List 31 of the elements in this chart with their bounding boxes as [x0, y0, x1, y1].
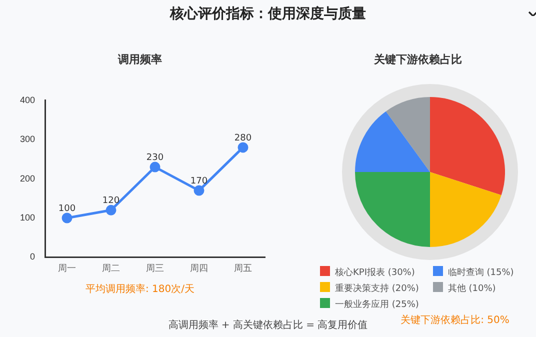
x-tick-label: 周二 [102, 263, 120, 274]
text: 平均调用频率: 180次/天 [84, 282, 196, 296]
x-tick-label: 周一 [58, 263, 76, 274]
legend-label: 临时查询 (15%) [448, 268, 514, 278]
legend-label: 其他 (10%) [448, 284, 496, 294]
chart-title: 关键下游依赖占比 [373, 52, 463, 67]
text: 高调用频率 + 高关键依赖占比 = 高复用价值 [168, 320, 368, 331]
data-label: 170 [190, 176, 208, 186]
point [238, 142, 248, 153]
legend-label: 一般业务应用 (25%) [335, 300, 419, 310]
y-tick-label: 300 [20, 134, 36, 144]
point [62, 212, 72, 224]
text: 核心评价指标：使用深度与质量 [168, 5, 367, 23]
data-label: 100 [58, 204, 76, 214]
y-tick-label: 200 [20, 173, 36, 184]
y-tick-label: 0 [30, 252, 36, 262]
x-tick-label: 周四 [190, 263, 208, 274]
data-label: 280 [234, 133, 252, 144]
point [106, 204, 116, 216]
legend-label: 重要决策支持 (20%) [335, 284, 419, 294]
chart-title: 调用频率 [116, 52, 163, 67]
data-label: 230 [146, 152, 164, 163]
data-label: 120 [102, 196, 120, 206]
text: 关键下游依赖占比: 50% [400, 314, 510, 327]
point [150, 162, 160, 172]
y-tick-label: 100 [20, 212, 36, 222]
x-tick-label: 周五 [234, 263, 252, 274]
legend-label: 核心KPI报表 (30%) [335, 268, 415, 278]
y-tick-label: 400 [20, 94, 36, 105]
point [194, 185, 204, 196]
x-tick-label: 周三 [146, 263, 164, 274]
